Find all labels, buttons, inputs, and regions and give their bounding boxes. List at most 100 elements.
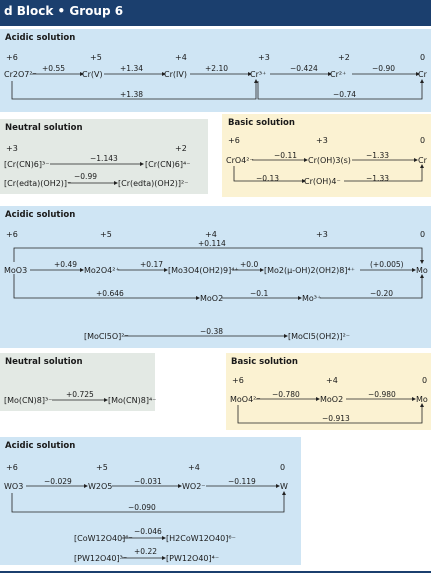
panel-title: Basic solution [228,118,295,128]
arrow-lines [11,72,424,100]
potential-value: (+0.005) [370,260,404,269]
species-label: [Mo(CN)8]³⁻ [4,396,53,405]
species-label: [PW12O40]⁴⁻ [166,554,220,563]
species-label: WO3 [4,482,24,491]
species-label: Cr [418,70,427,79]
potential-value: −0.031 [134,477,162,486]
species-label: Cr2O7²⁻ [4,70,37,79]
bottom-rule [0,571,431,573]
potential-value: −0.20 [370,289,393,298]
species-label: Cr³⁺ [250,70,267,79]
ox-state: 0 [280,463,286,472]
ox-state: +6 [6,463,18,472]
page-header: d Block • Group 6 [0,0,431,26]
species-label: Cr(OH)3(s) [308,156,351,165]
ox-state: +6 [6,230,18,239]
potential-value: −0.1 [250,289,269,298]
species-label: Cr [418,156,427,165]
species-label: Mo³⁺ [302,294,322,303]
potential-value: −0.11 [274,151,297,160]
panel-title: Acidic solution [5,33,76,43]
species-label: [Cr(edta)(OH2)]²⁻ [118,179,189,188]
panel-title: Acidic solution [5,210,76,220]
species-label: Mo [416,395,428,404]
potential-value: −0.99 [74,172,97,181]
cr-acidic-panel: Acidic solution +6 +5 +4 +3 +2 0 Cr2O7²⁻… [0,29,431,112]
mo-neutral-panel: Neutral solution [Mo(CN)8]³⁻ [Mo(CN)8]⁴⁻… [0,353,157,411]
species-label: [Cr(CN)6]⁴⁻ [145,160,191,169]
potential-value: +0.0 [240,260,259,269]
ox-state: 0 [422,376,428,385]
ox-state: +6 [232,376,244,385]
potential-value: −1.33 [366,151,389,160]
potential-value: −1.33 [366,174,389,183]
potential-value: +0.17 [140,260,163,269]
mo-basic-panel: Basic solution +6 +4 0 MoO4²⁻ MoO2 Mo −0… [226,353,431,430]
species-label: MoO2 [320,395,344,404]
species-label: Mo2O4²⁺ [84,266,120,275]
species-label: [Cr(CN)6]³⁻ [4,160,50,169]
species-label: Cr(IV) [164,70,187,79]
ox-state: +3 [258,53,270,62]
ox-state: +5 [90,53,102,62]
potential-value: −0.780 [272,390,300,399]
ox-state: +4 [188,463,200,472]
potential-value: −0.029 [44,477,72,486]
species-label: MoO2 [200,294,224,303]
potential-value: −0.913 [322,414,350,423]
potential-value: −1.143 [90,154,118,163]
potential-value: −0.13 [256,174,279,183]
arrow-lines [50,162,144,185]
species-label: [MoCl5O]²⁻ [84,332,129,341]
ox-state: 0 [420,53,426,62]
species-label: Cr(V) [82,70,103,79]
species-label: Cr²⁺ [330,70,347,79]
potential-value: +0.22 [134,547,157,556]
species-label: CrO4²⁻ [226,156,254,165]
species-label: W2O5 [88,482,113,491]
potential-value: +0.646 [96,289,124,298]
potential-value: −0.119 [228,477,256,486]
ox-state: +5 [100,230,112,239]
ox-state: 0 [420,136,426,145]
ox-state: +4 [326,376,338,385]
ox-state: +3 [316,136,328,145]
potential-value: −0.38 [200,327,223,336]
species-label: W [280,482,288,491]
ox-state: +5 [96,463,108,472]
ox-state: +6 [228,136,240,145]
panel-title: Basic solution [231,357,298,367]
arrow-lines [237,397,424,424]
potential-value: −0.424 [290,64,318,73]
potential-value: −0.90 [372,64,395,73]
species-label: MoO3 [4,266,28,275]
cr-basic-panel: Basic solution +6 +3 0 CrO4²⁻ Cr(OH)3(s)… [222,114,431,197]
potential-value: −0.046 [134,527,162,536]
ox-state: +2 [338,53,350,62]
arrow-lines [11,484,286,560]
panel-title: Neutral solution [5,123,83,133]
potential-value: +2.10 [205,64,228,73]
ox-state: +3 [316,230,328,239]
potential-value: +1.38 [120,90,143,99]
species-label: [H2CoW12O40]⁶⁻ [166,534,236,543]
species-label: MoO4²⁻ [230,395,261,404]
arrow-lines [13,247,424,338]
ox-state: +4 [205,230,217,239]
page-title: d Block • Group 6 [4,4,124,18]
w-acidic-panel: Acidic solution +6 +5 +4 0 WO3 W2O5 WO2⁻… [0,437,301,565]
ox-state: +3 [6,144,18,153]
species-label: [Mo(CN)8]⁴⁻ [108,396,157,405]
potential-value: +0.55 [42,64,65,73]
potential-value: −0.090 [128,503,156,512]
ox-state: +6 [6,53,18,62]
arrow-lines [52,398,108,402]
species-label: [Mo2(μ-OH)2(OH2)8]⁴⁺ [264,266,355,275]
cr-neutral-panel: Neutral solution +3 +2 [Cr(CN)6]³⁻ [Cr(C… [0,119,208,194]
species-label: [CoW12O40]⁶⁻ [74,534,133,543]
potential-value: +0.114 [198,239,226,248]
ox-state: +2 [175,144,187,153]
species-label: [Mo3O4(OH2)9]⁴⁺ [168,266,239,275]
ox-state: 0 [420,230,426,239]
species-label: WO2⁻ [182,482,206,491]
